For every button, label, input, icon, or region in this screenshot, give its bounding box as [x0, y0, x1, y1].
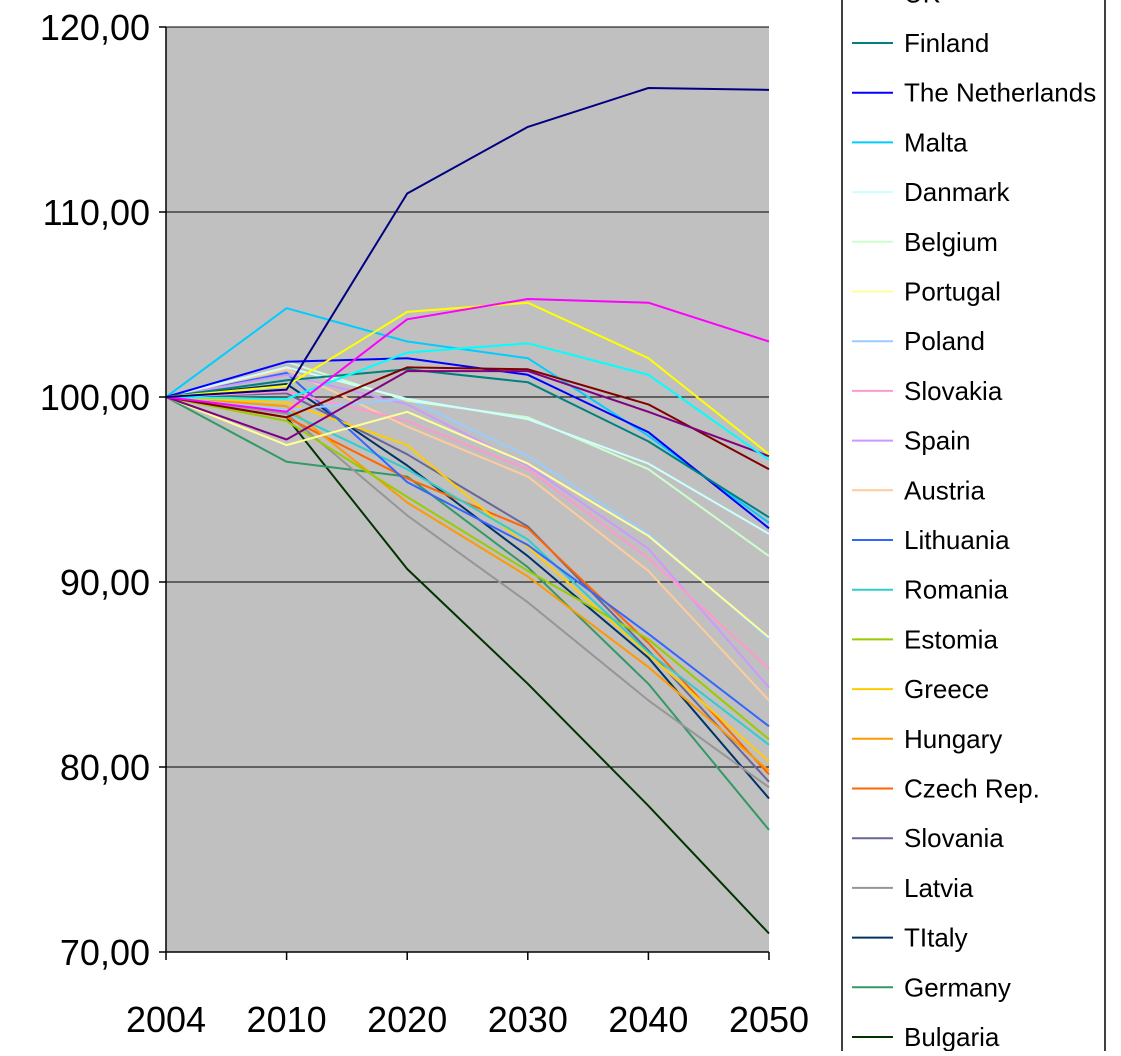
series-line	[165, 368, 770, 519]
series-line	[165, 390, 770, 670]
legend-label: TItaly	[904, 923, 968, 953]
legend-label: Latvia	[904, 873, 974, 903]
series-line	[165, 87, 770, 398]
legend-label: Greece	[904, 674, 989, 704]
x-tick-label: 2040	[608, 999, 688, 1040]
legend-label: Belgium	[904, 227, 998, 257]
series-line	[165, 366, 770, 535]
series-line	[165, 342, 770, 461]
legend-label: Slovakia	[904, 376, 1003, 406]
series-line	[165, 396, 770, 772]
gridlines	[166, 26, 769, 768]
series-line	[165, 307, 770, 524]
legend: IrelandCyprusFranceLuxembourgSwedenUKFin…	[841, 0, 1106, 1056]
legend-box	[841, 0, 1106, 1056]
series-lines	[165, 87, 770, 935]
legend-label: Hungary	[904, 724, 1002, 754]
legend-label: Slovania	[904, 823, 1004, 853]
y-tick-label: 100,00	[40, 377, 150, 418]
legend-label: Malta	[904, 127, 968, 157]
legend-label: The Netherlands	[904, 78, 1096, 108]
series-line	[165, 396, 770, 831]
legend-label: Lithuania	[904, 525, 1010, 555]
series-line	[165, 396, 770, 741]
legend-label: Austria	[904, 475, 985, 505]
legend-label: Poland	[904, 326, 985, 356]
series-line	[165, 396, 770, 639]
x-tick-label: 2030	[488, 999, 568, 1040]
legend-label: UK	[904, 0, 941, 8]
series-line	[165, 383, 770, 800]
x-tick-label: 2004	[126, 999, 206, 1040]
y-tick-label: 90,00	[60, 562, 150, 603]
series-line	[165, 366, 770, 471]
series-line	[165, 301, 770, 456]
series-line	[165, 298, 770, 413]
series-line	[165, 396, 770, 789]
series-line	[165, 372, 770, 728]
legend-label: Bulgaria	[904, 1022, 1000, 1051]
legend-label: Estomia	[904, 624, 998, 654]
series-line	[165, 396, 770, 763]
legend-label: Romania	[904, 575, 1009, 605]
legend-label: Czech Rep.	[904, 774, 1040, 804]
series-line	[165, 370, 770, 458]
y-tick-label: 80,00	[60, 747, 150, 788]
legend-label: Finland	[904, 28, 989, 58]
y-tick-label: 70,00	[60, 932, 150, 973]
axes: 70,00 80,00 90,00 100,00 110,00 120,00 2004 201…	[40, 7, 809, 1040]
y-tick-label: 120,00	[40, 7, 150, 48]
x-tick-label: 2050	[729, 999, 809, 1040]
series-line	[165, 368, 770, 702]
y-tick-label: 110,00	[43, 192, 150, 233]
legend-label: Spain	[904, 426, 971, 456]
x-tick-label: 2020	[367, 999, 447, 1040]
legend-label: Portugal	[904, 277, 1001, 307]
legend-label: Germany	[904, 972, 1011, 1002]
legend-label: Danmark	[904, 177, 1010, 207]
x-tick-label: 2010	[247, 999, 327, 1040]
series-line	[165, 357, 770, 530]
series-line	[165, 373, 770, 689]
